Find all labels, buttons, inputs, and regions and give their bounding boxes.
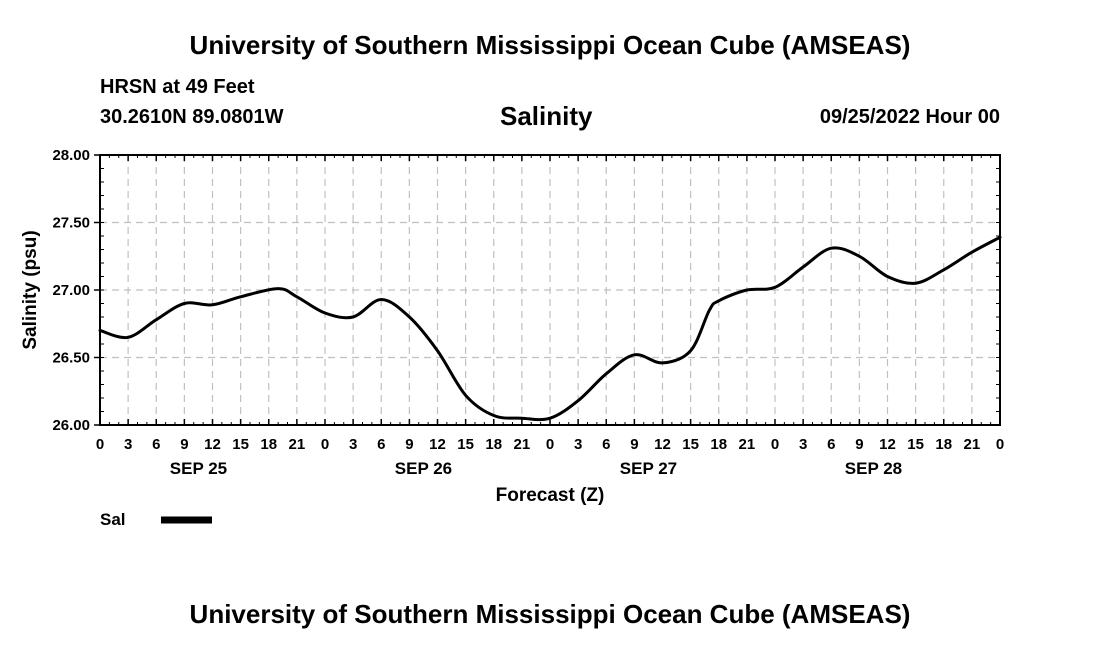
y-axis-title: Salinity (psu) [20, 230, 41, 349]
footer-title: University of Southern Mississippi Ocean… [189, 599, 911, 629]
legend-label: Sal [100, 510, 126, 529]
x-tick-label: 15 [907, 436, 924, 453]
x-tick-label: 21 [289, 436, 306, 453]
x-tick-label: 21 [739, 436, 756, 453]
station-coordinates: 30.2610N 89.0801W [100, 106, 284, 128]
x-tick-label: 21 [964, 436, 981, 453]
x-tick-label: 3 [574, 436, 582, 453]
x-tick-label: 12 [879, 436, 896, 453]
x-tick-label: 18 [710, 436, 727, 453]
day-label: SEP 25 [170, 459, 227, 478]
x-tick-label: 6 [602, 436, 610, 453]
x-tick-label: 0 [546, 436, 554, 453]
x-tick-label: 3 [799, 436, 807, 453]
x-tick-label: 18 [935, 436, 952, 453]
x-tick-label: 15 [232, 436, 249, 453]
day-label: SEP 26 [395, 459, 452, 478]
x-tick-label: 0 [771, 436, 779, 453]
station-label: HRSN at 49 Feet [100, 76, 255, 98]
x-tick-label: 12 [429, 436, 446, 453]
x-tick-label: 0 [321, 436, 329, 453]
x-tick-label: 12 [654, 436, 671, 453]
x-tick-label: 3 [349, 436, 357, 453]
x-tick-label: 18 [485, 436, 502, 453]
tick-layer [94, 154, 1001, 426]
x-tick-label: 0 [96, 436, 104, 453]
chart-title: Salinity [500, 101, 593, 131]
y-tick-label: 27.50 [52, 215, 90, 232]
x-tick-label: 18 [260, 436, 277, 453]
label-layer: 0 3 6 9 12 15 18 21 0 3 6 9 12 15 18 21 0 3 6 9 12 15 18 21 0 3 6 9… [52, 147, 1004, 478]
x-tick-label: 21 [514, 436, 531, 453]
x-tick-label: 6 [377, 436, 385, 453]
y-tick-label: 26.50 [52, 350, 90, 367]
x-tick-label: 9 [630, 436, 638, 453]
x-tick-label: 15 [682, 436, 699, 453]
page-title: University of Southern Mississippi Ocean… [189, 30, 911, 60]
x-tick-label: 9 [855, 436, 863, 453]
x-tick-label: 0 [996, 436, 1004, 453]
day-label: SEP 28 [845, 459, 902, 478]
y-tick-label: 26.00 [52, 417, 90, 434]
x-tick-label: 6 [152, 436, 160, 453]
forecast-timestamp: 09/25/2022 Hour 00 [819, 106, 1000, 128]
x-tick-label: 9 [180, 436, 188, 453]
x-tick-label: 6 [827, 436, 835, 453]
salinity-chart: 0 3 6 9 12 15 18 21 0 3 6 9 12 15 18 21 0 3 6 9 12 15 18 21 0 3 6 9… [20, 147, 1004, 529]
y-tick-label: 27.00 [52, 282, 90, 299]
salinity-line [98, 235, 1002, 422]
day-label: SEP 27 [620, 459, 677, 478]
x-tick-label: 3 [124, 436, 132, 453]
y-tick-label: 28.00 [52, 147, 90, 164]
x-tick-label: 12 [204, 436, 221, 453]
grid-layer [100, 155, 1000, 425]
x-axis-title: Forecast (Z) [496, 485, 605, 506]
x-tick-label: 15 [457, 436, 474, 453]
x-tick-label: 9 [405, 436, 413, 453]
